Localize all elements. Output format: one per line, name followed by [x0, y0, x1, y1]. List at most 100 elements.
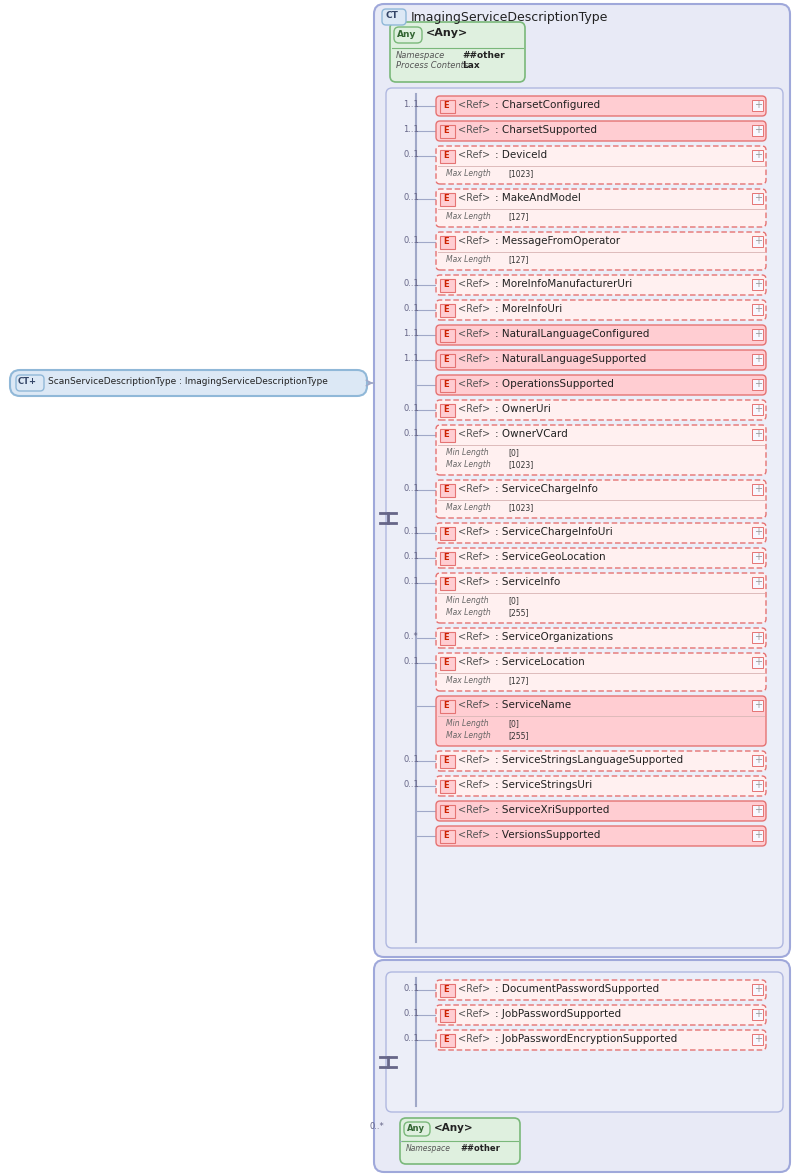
Text: Max Length: Max Length [446, 676, 491, 684]
Text: <Ref>: <Ref> [458, 279, 490, 289]
Text: Max Length: Max Length [446, 169, 491, 178]
Text: [1023]: [1023] [508, 503, 533, 512]
Text: ScanServiceDescriptionType : ImagingServiceDescriptionType: ScanServiceDescriptionType : ImagingServ… [48, 377, 328, 386]
Text: : MoreInfoUri: : MoreInfoUri [495, 305, 563, 314]
Text: <Any>: <Any> [434, 1123, 474, 1132]
Text: Namespace: Namespace [396, 51, 445, 60]
Bar [752, 527, 763, 537]
FancyBboxPatch shape [436, 801, 766, 821]
Text: E: E [443, 781, 448, 790]
Bar [752, 305, 763, 315]
Text: 1..1: 1..1 [403, 125, 419, 134]
Text: +: + [754, 485, 762, 494]
Text: E: E [443, 194, 448, 203]
Text: 0..1: 0..1 [403, 151, 419, 159]
Text: Max Length: Max Length [446, 255, 491, 263]
Bar [752, 806, 763, 816]
Bar [752, 379, 763, 390]
Text: +: + [754, 193, 762, 203]
FancyBboxPatch shape [374, 4, 790, 957]
Bar [752, 657, 763, 668]
Text: 0..1: 0..1 [403, 279, 419, 288]
Text: E: E [443, 701, 448, 710]
Bar [440, 1034, 455, 1047]
Bar [752, 830, 763, 841]
FancyBboxPatch shape [436, 146, 766, 183]
Text: E: E [443, 355, 448, 365]
Text: 0..*: 0..* [370, 1122, 385, 1131]
FancyBboxPatch shape [436, 573, 766, 623]
FancyBboxPatch shape [436, 325, 766, 345]
FancyBboxPatch shape [10, 370, 367, 396]
Text: Max Length: Max Length [446, 731, 491, 740]
Text: E: E [443, 659, 448, 667]
Text: [0]: [0] [508, 719, 519, 728]
Text: +: + [754, 780, 762, 790]
Text: <Ref>: <Ref> [458, 354, 490, 365]
Text: E: E [443, 831, 448, 840]
Bar [440, 151, 455, 163]
Text: : OwnerUri: : OwnerUri [495, 405, 551, 414]
Bar [752, 405, 763, 415]
Bar [752, 125, 763, 136]
Text: 0..1: 0..1 [403, 193, 419, 202]
FancyBboxPatch shape [436, 189, 766, 227]
Text: +: + [754, 577, 762, 587]
Text: E: E [443, 1035, 448, 1044]
FancyBboxPatch shape [386, 88, 783, 948]
Text: <Ref>: <Ref> [458, 577, 490, 587]
Text: 0..*: 0..* [403, 632, 417, 641]
Text: E: E [443, 305, 448, 314]
FancyBboxPatch shape [436, 980, 766, 1000]
Text: 0..1: 0..1 [403, 1009, 419, 1018]
Text: <Ref>: <Ref> [458, 379, 490, 389]
Bar [440, 984, 455, 997]
Text: 0..1: 0..1 [403, 429, 419, 437]
Bar [440, 485, 455, 497]
Text: <Ref>: <Ref> [458, 193, 490, 203]
FancyBboxPatch shape [436, 96, 766, 116]
Text: 0..1: 0..1 [403, 780, 419, 789]
Bar [440, 830, 455, 843]
Text: +: + [754, 755, 762, 766]
Text: [0]: [0] [508, 448, 519, 457]
Text: [127]: [127] [508, 676, 528, 684]
Text: : MessageFromOperator: : MessageFromOperator [495, 236, 620, 246]
Text: 0..1: 0..1 [403, 527, 419, 536]
Bar [752, 354, 763, 365]
Text: <Ref>: <Ref> [458, 657, 490, 667]
Text: E: E [443, 985, 448, 994]
Text: +: + [754, 279, 762, 289]
Text: <Ref>: <Ref> [458, 830, 490, 840]
Text: [127]: [127] [508, 255, 528, 263]
FancyBboxPatch shape [436, 400, 766, 420]
Bar [752, 100, 763, 111]
FancyBboxPatch shape [436, 121, 766, 141]
Text: +: + [754, 125, 762, 135]
FancyBboxPatch shape [374, 960, 790, 1172]
Text: E: E [443, 405, 448, 414]
Text: <Ref>: <Ref> [458, 405, 490, 414]
Text: E: E [443, 151, 448, 160]
Bar [440, 405, 455, 417]
Text: : ServiceChargeInfo: : ServiceChargeInfo [495, 485, 598, 494]
Text: <Ref>: <Ref> [458, 100, 490, 111]
Text: E: E [443, 430, 448, 439]
Text: E: E [443, 577, 448, 587]
FancyBboxPatch shape [394, 27, 422, 44]
Text: +: + [754, 984, 762, 994]
FancyBboxPatch shape [436, 375, 766, 395]
FancyBboxPatch shape [436, 480, 766, 517]
Bar [752, 632, 763, 643]
Text: : OwnerVCard: : OwnerVCard [495, 429, 567, 439]
Text: 0..1: 0..1 [403, 755, 419, 764]
Text: +: + [754, 405, 762, 414]
Text: : DeviceId: : DeviceId [495, 151, 547, 160]
Text: [1023]: [1023] [508, 169, 533, 178]
Text: ImagingServiceDescriptionType: ImagingServiceDescriptionType [411, 11, 608, 24]
Bar [440, 632, 455, 644]
Bar [440, 305, 455, 318]
Text: 0..1: 0..1 [403, 485, 419, 493]
Text: Any: Any [407, 1124, 425, 1132]
Bar [752, 485, 763, 495]
